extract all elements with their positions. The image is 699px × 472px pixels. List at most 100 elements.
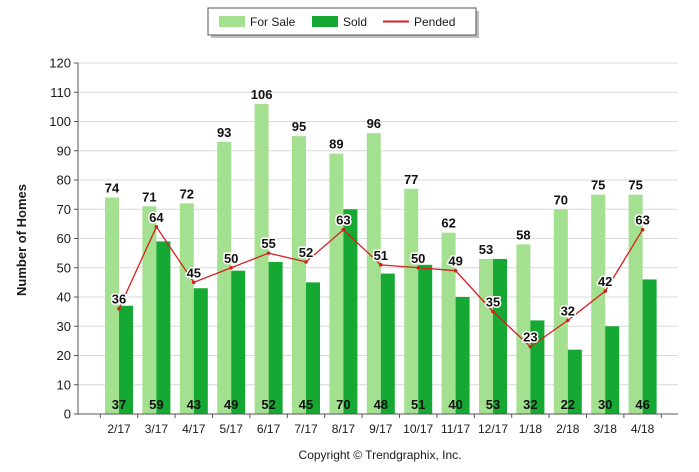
y-tick-label: 20 bbox=[57, 348, 71, 363]
pended-point bbox=[341, 227, 346, 232]
label-for-sale: 74 bbox=[105, 181, 120, 196]
bar-sold bbox=[193, 288, 208, 414]
y-tick-label: 90 bbox=[57, 143, 71, 158]
label-pended: 63 bbox=[635, 213, 649, 228]
pended-point bbox=[266, 251, 271, 255]
x-tick-label: 3/17 bbox=[145, 422, 169, 436]
label-pended: 32 bbox=[561, 303, 575, 318]
pended-point bbox=[416, 265, 421, 270]
bar-for-sale bbox=[217, 141, 232, 414]
bar-sold bbox=[642, 279, 657, 414]
pended-point bbox=[154, 225, 159, 229]
label-sold: 53 bbox=[486, 397, 500, 412]
bar-sold bbox=[231, 270, 246, 414]
bar-sold bbox=[493, 258, 507, 414]
bar-sold bbox=[156, 241, 171, 414]
bar-for-sale bbox=[329, 153, 344, 415]
legend-label-for-sale: For Sale bbox=[250, 15, 296, 29]
pended-point bbox=[528, 344, 533, 349]
label-pended: 64 bbox=[149, 210, 164, 225]
x-tick-label: 7/17 bbox=[294, 422, 318, 436]
legend-label-sold: Sold bbox=[343, 15, 367, 29]
legend: For Sale Sold Pended bbox=[207, 7, 479, 38]
legend-swatch-for-sale bbox=[219, 16, 245, 27]
x-tick-label: 8/17 bbox=[332, 422, 356, 436]
bars bbox=[105, 103, 657, 415]
x-tick-label: 6/17 bbox=[257, 422, 281, 436]
label-for-sale: 72 bbox=[180, 186, 194, 201]
x-axis-ticks: 2/17 3/17 4/17 5/17 6/17 7/17 8/17 9/17 10/17 11/… bbox=[99, 414, 662, 436]
y-tick-label: 70 bbox=[57, 202, 71, 217]
x-tick-label: 2/18 bbox=[556, 422, 580, 436]
label-pended: 55 bbox=[261, 236, 275, 251]
label-pended: 45 bbox=[187, 265, 201, 280]
x-tick-label: 9/17 bbox=[369, 422, 393, 436]
label-sold: 45 bbox=[299, 397, 313, 412]
label-for-sale: 106 bbox=[251, 87, 273, 102]
label-sold: 70 bbox=[336, 397, 350, 412]
pended-series bbox=[117, 225, 645, 349]
x-tick-label: 5/17 bbox=[220, 422, 244, 436]
data-labels: 74 37 36 71 59 64 72 43 45 93 49 50 106 52 55 95 45 52 89 7… bbox=[105, 87, 652, 412]
x-tick-label: 12/17 bbox=[478, 422, 508, 436]
y-tick-label: 120 bbox=[49, 56, 71, 71]
label-sold: 22 bbox=[561, 397, 575, 412]
bar-sold bbox=[455, 297, 470, 414]
label-sold: 46 bbox=[635, 397, 649, 412]
label-pended: 50 bbox=[411, 251, 425, 266]
x-tick-label: 4/18 bbox=[631, 422, 655, 436]
legend-label-pended: Pended bbox=[414, 15, 455, 29]
bar-for-sale bbox=[591, 194, 606, 414]
bar-sold bbox=[605, 326, 620, 414]
bar-sold bbox=[306, 282, 320, 414]
pended-point bbox=[192, 280, 196, 285]
label-pended: 42 bbox=[598, 274, 612, 289]
copyright-text: Copyright © Trendgraphix, Inc. bbox=[299, 448, 462, 462]
label-sold: 32 bbox=[523, 397, 537, 412]
x-tick-label: 1/18 bbox=[519, 422, 543, 436]
pended-point bbox=[304, 260, 308, 264]
bar-for-sale bbox=[553, 209, 568, 414]
bar-for-sale bbox=[479, 258, 493, 414]
y-tick-label: 10 bbox=[57, 377, 71, 392]
bar-sold bbox=[418, 264, 433, 414]
bar-sold bbox=[119, 305, 133, 414]
y-tick-label: 30 bbox=[57, 319, 71, 334]
label-pended: 51 bbox=[374, 248, 388, 263]
pended-point bbox=[640, 227, 645, 232]
pended-point bbox=[379, 263, 383, 267]
pended-point bbox=[603, 289, 607, 293]
label-for-sale: 58 bbox=[516, 227, 530, 242]
bar-sold bbox=[343, 209, 358, 414]
label-sold: 40 bbox=[448, 397, 462, 412]
y-tick-label: 40 bbox=[57, 290, 71, 305]
label-for-sale: 75 bbox=[628, 178, 642, 193]
pended-point bbox=[229, 265, 233, 270]
bar-sold bbox=[268, 261, 283, 414]
label-sold: 49 bbox=[224, 397, 238, 412]
label-sold: 37 bbox=[112, 397, 126, 412]
x-tick-label: 2/17 bbox=[107, 422, 131, 436]
y-tick-label: 60 bbox=[57, 231, 71, 246]
label-pended: 49 bbox=[448, 254, 462, 269]
label-sold: 48 bbox=[374, 397, 388, 412]
bar-for-sale bbox=[441, 232, 456, 414]
label-for-sale: 96 bbox=[367, 116, 381, 131]
label-for-sale: 89 bbox=[329, 137, 343, 152]
y-tick-label: 110 bbox=[50, 85, 71, 100]
label-for-sale: 70 bbox=[554, 192, 568, 207]
label-pended: 23 bbox=[523, 330, 537, 345]
label-sold: 59 bbox=[149, 397, 163, 412]
label-for-sale: 53 bbox=[479, 242, 493, 257]
bar-for-sale bbox=[628, 194, 643, 414]
label-sold: 52 bbox=[261, 397, 275, 412]
bar-for-sale bbox=[404, 188, 419, 414]
label-for-sale: 62 bbox=[441, 216, 455, 231]
label-for-sale: 93 bbox=[217, 125, 231, 140]
x-tick-label: 11/17 bbox=[441, 422, 470, 436]
label-sold: 51 bbox=[411, 397, 425, 412]
y-axis-ticks: 0 10 20 30 40 50 60 70 80 90 100 110 120 bbox=[49, 56, 78, 422]
bar-for-sale bbox=[292, 136, 306, 414]
label-pended: 36 bbox=[112, 292, 126, 307]
